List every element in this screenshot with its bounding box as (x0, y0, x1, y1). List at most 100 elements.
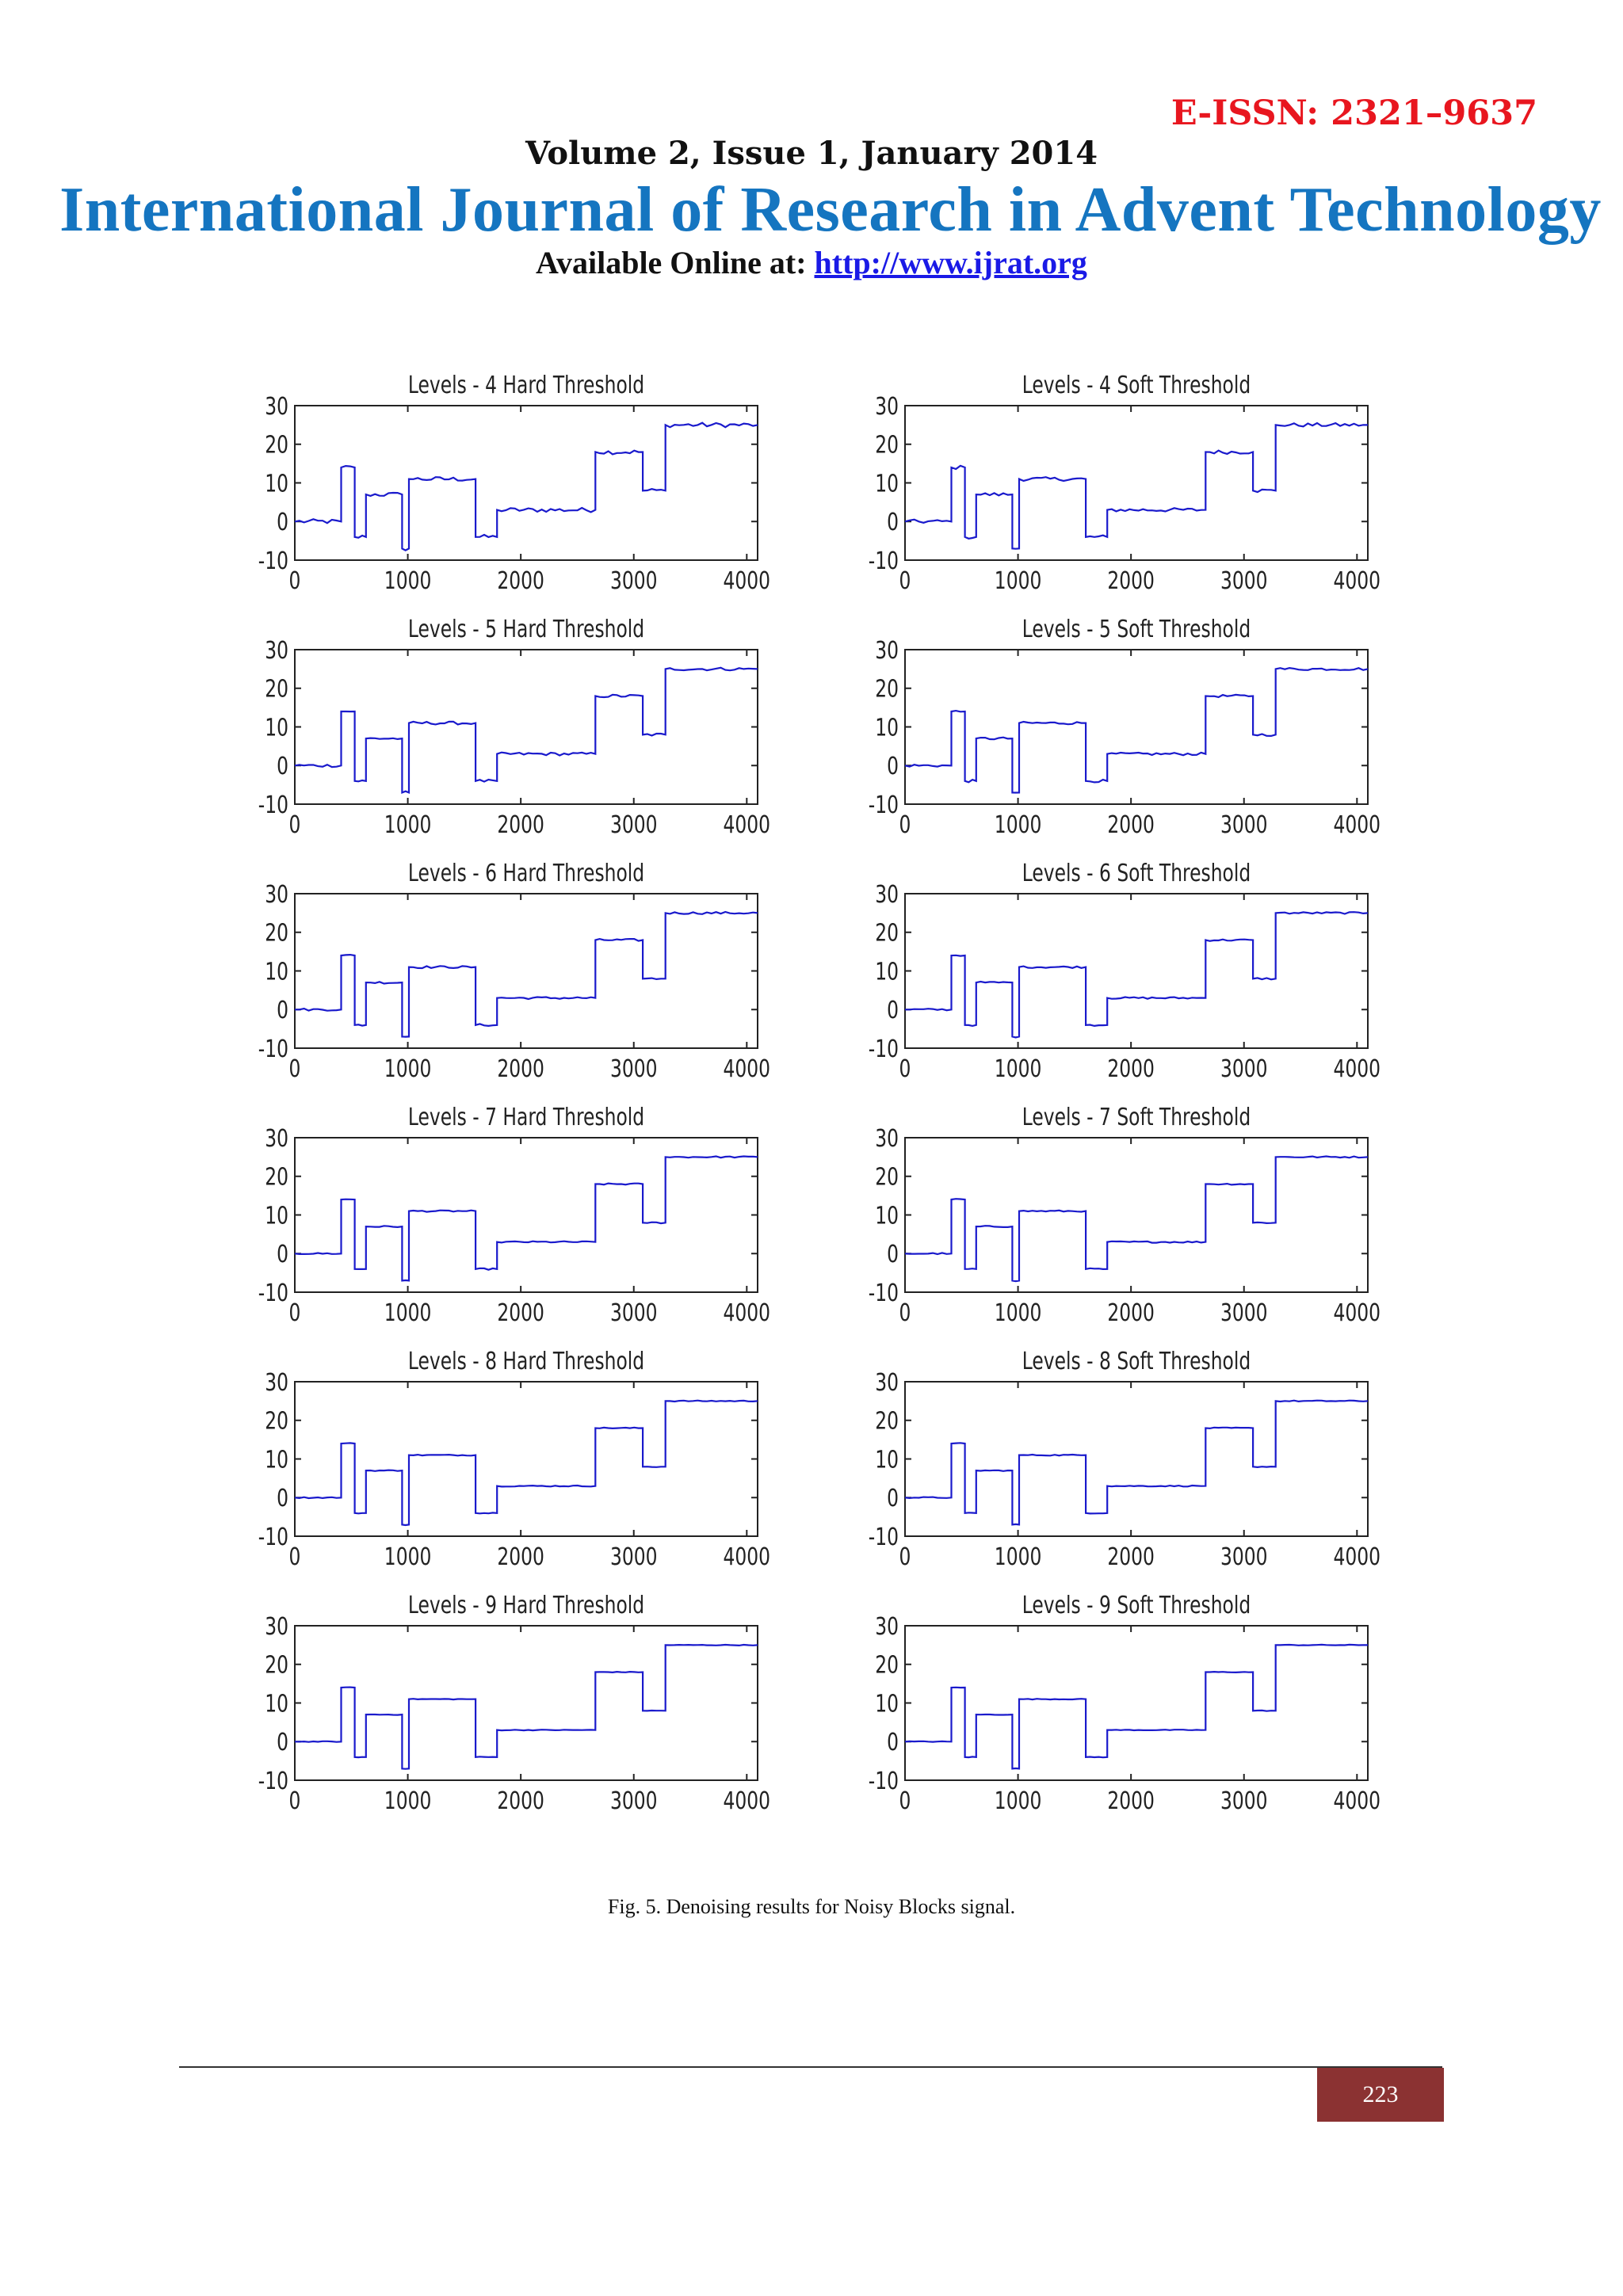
x-tick-label: 2000 (497, 811, 544, 839)
subplot-title: Levels - 7 Soft Threshold (1022, 1104, 1251, 1131)
y-tick-label: 30 (875, 1613, 899, 1641)
signal-line (294, 421, 758, 551)
y-tick-label: 0 (277, 509, 288, 536)
x-tick-label: 2000 (1107, 1787, 1155, 1815)
x-tick-label: 2000 (497, 1299, 544, 1327)
y-tick-label: 30 (265, 1125, 288, 1153)
y-tick-label: -10 (258, 1035, 288, 1063)
y-tick-label: 20 (265, 432, 288, 460)
x-tick-label: 4000 (724, 1055, 771, 1083)
subplot-title: Levels - 4 Hard Threshold (408, 372, 644, 399)
x-tick-label: 0 (289, 1543, 301, 1571)
y-tick-label: 20 (875, 920, 899, 948)
signal-line (294, 666, 758, 795)
subplot-title: Levels - 6 Soft Threshold (1022, 860, 1251, 887)
x-tick-label: 3000 (1220, 567, 1268, 595)
y-tick-label: 30 (265, 393, 288, 421)
y-tick-label: 0 (277, 1241, 288, 1268)
signal-line (904, 666, 1369, 794)
x-tick-label: 0 (899, 1055, 911, 1083)
x-tick-label: 1000 (384, 811, 432, 839)
eissn-label: E-ISSN: 2321–9637 (1170, 93, 1537, 133)
y-tick-label: 10 (875, 715, 899, 742)
y-tick-label: 0 (887, 753, 899, 780)
y-tick-label: -10 (258, 547, 288, 575)
x-tick-label: 1000 (995, 811, 1042, 839)
y-tick-label: -10 (258, 1524, 288, 1551)
available-online-label: Available Online at: (536, 245, 807, 280)
available-online: Available Online at: http://www.ijrat.or… (0, 244, 1623, 281)
x-tick-label: 4000 (724, 1787, 771, 1815)
subplot-title: Levels - 9 Hard Threshold (408, 1592, 644, 1619)
x-tick-label: 1000 (384, 1787, 432, 1815)
y-tick-label: 10 (265, 715, 288, 742)
x-tick-label: 4000 (724, 811, 771, 839)
y-tick-label: 10 (265, 1203, 288, 1230)
y-tick-label: 10 (875, 1691, 899, 1718)
x-tick-label: 4000 (724, 1543, 771, 1571)
x-tick-label: 0 (899, 811, 911, 839)
x-tick-label: 2000 (497, 1055, 544, 1083)
x-tick-label: 3000 (610, 567, 658, 595)
y-tick-label: -10 (258, 1768, 288, 1795)
subplot-title: Levels - 7 Hard Threshold (408, 1104, 644, 1131)
x-tick-label: 2000 (1107, 1299, 1155, 1327)
x-tick-label: 0 (899, 1543, 911, 1571)
y-tick-label: 10 (265, 1691, 288, 1718)
subplot-title: Levels - 8 Soft Threshold (1022, 1348, 1251, 1375)
x-tick-label: 4000 (724, 567, 771, 595)
subplot-title: Levels - 8 Hard Threshold (408, 1348, 644, 1375)
y-tick-label: -10 (869, 1280, 899, 1307)
y-tick-label: 30 (265, 637, 288, 665)
x-tick-label: 2000 (1107, 1543, 1155, 1571)
x-tick-label: 1000 (384, 1299, 432, 1327)
y-tick-label: 20 (875, 1652, 899, 1680)
y-tick-label: 20 (265, 676, 288, 704)
x-tick-label: 3000 (1220, 1543, 1268, 1571)
x-tick-label: 0 (899, 1299, 911, 1327)
x-tick-label: 2000 (497, 1543, 544, 1571)
y-tick-label: 0 (887, 1485, 899, 1512)
x-tick-label: 4000 (1334, 1299, 1381, 1327)
x-tick-label: 2000 (497, 1787, 544, 1815)
y-tick-label: 20 (875, 432, 899, 460)
x-tick-label: 0 (899, 1787, 911, 1815)
signal-line (294, 1643, 758, 1770)
y-tick-label: 10 (875, 1447, 899, 1474)
x-tick-label: 2000 (1107, 1055, 1155, 1083)
x-tick-label: 0 (289, 1787, 301, 1815)
y-tick-label: 30 (265, 881, 288, 909)
x-tick-label: 2000 (1107, 811, 1155, 839)
subplot-title: Levels - 5 Hard Threshold (408, 616, 644, 643)
y-tick-label: 30 (875, 393, 899, 421)
signal-line (294, 1155, 758, 1282)
x-tick-label: 3000 (610, 811, 658, 839)
x-tick-label: 1000 (384, 1055, 432, 1083)
x-tick-label: 4000 (1334, 811, 1381, 839)
y-tick-label: -10 (258, 791, 288, 819)
x-tick-label: 4000 (1334, 1055, 1381, 1083)
page-number-badge: 223 (1317, 2068, 1444, 2122)
y-tick-label: -10 (869, 1035, 899, 1063)
x-tick-label: 0 (289, 567, 301, 595)
footer-divider (179, 2066, 1442, 2068)
signal-line (295, 910, 758, 1038)
y-tick-label: 20 (265, 920, 288, 948)
y-tick-label: 20 (265, 1652, 288, 1680)
x-tick-label: 1000 (995, 1543, 1042, 1571)
y-tick-label: 0 (887, 1729, 899, 1756)
y-tick-label: -10 (869, 1768, 899, 1795)
x-tick-label: 4000 (1334, 1543, 1381, 1571)
y-tick-label: 0 (277, 1485, 288, 1512)
journal-url-link[interactable]: http://www.ijrat.org (814, 245, 1087, 280)
y-tick-label: 10 (875, 471, 899, 498)
